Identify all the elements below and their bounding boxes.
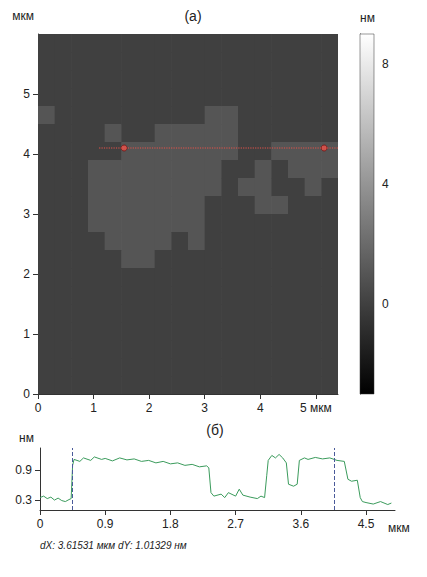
svg-text:5 мкм: 5 мкм: [300, 401, 332, 415]
svg-text:0.9: 0.9: [15, 463, 32, 477]
svg-text:1: 1: [90, 401, 97, 415]
svg-text:2: 2: [146, 401, 153, 415]
svg-text:1: 1: [23, 327, 30, 341]
svg-text:8: 8: [382, 57, 389, 71]
svg-text:1.8: 1.8: [162, 517, 179, 531]
svg-text:0.3: 0.3: [15, 493, 32, 507]
svg-text:0: 0: [35, 401, 42, 415]
svg-text:3: 3: [23, 207, 30, 221]
svg-text:мкм: мкм: [388, 521, 410, 535]
svg-text:0: 0: [382, 297, 389, 311]
svg-text:0: 0: [37, 517, 44, 531]
svg-text:0.9: 0.9: [97, 517, 114, 531]
svg-text:3: 3: [201, 401, 208, 415]
svg-text:нм: нм: [19, 431, 34, 445]
svg-text:2.7: 2.7: [227, 517, 244, 531]
svg-text:0: 0: [23, 387, 30, 401]
svg-text:4: 4: [382, 177, 389, 191]
svg-text:4.5: 4.5: [358, 517, 375, 531]
svg-text:4: 4: [23, 147, 30, 161]
svg-text:3.6: 3.6: [292, 517, 309, 531]
svg-text:2: 2: [23, 267, 30, 281]
svg-text:(а): (а): [184, 8, 201, 24]
svg-text:нм: нм: [360, 11, 375, 25]
svg-text:4: 4: [257, 401, 264, 415]
svg-text:5: 5: [23, 87, 30, 101]
svg-text:dX: 3.61531 мкм dY: 1.01329 нм: dX: 3.61531 мкм dY: 1.01329 нм: [40, 540, 187, 551]
svg-text:мкм: мкм: [12, 9, 34, 23]
svg-text:(б): (б): [206, 422, 223, 438]
